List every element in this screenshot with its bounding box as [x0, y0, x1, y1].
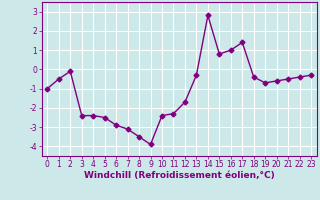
X-axis label: Windchill (Refroidissement éolien,°C): Windchill (Refroidissement éolien,°C)	[84, 171, 275, 180]
